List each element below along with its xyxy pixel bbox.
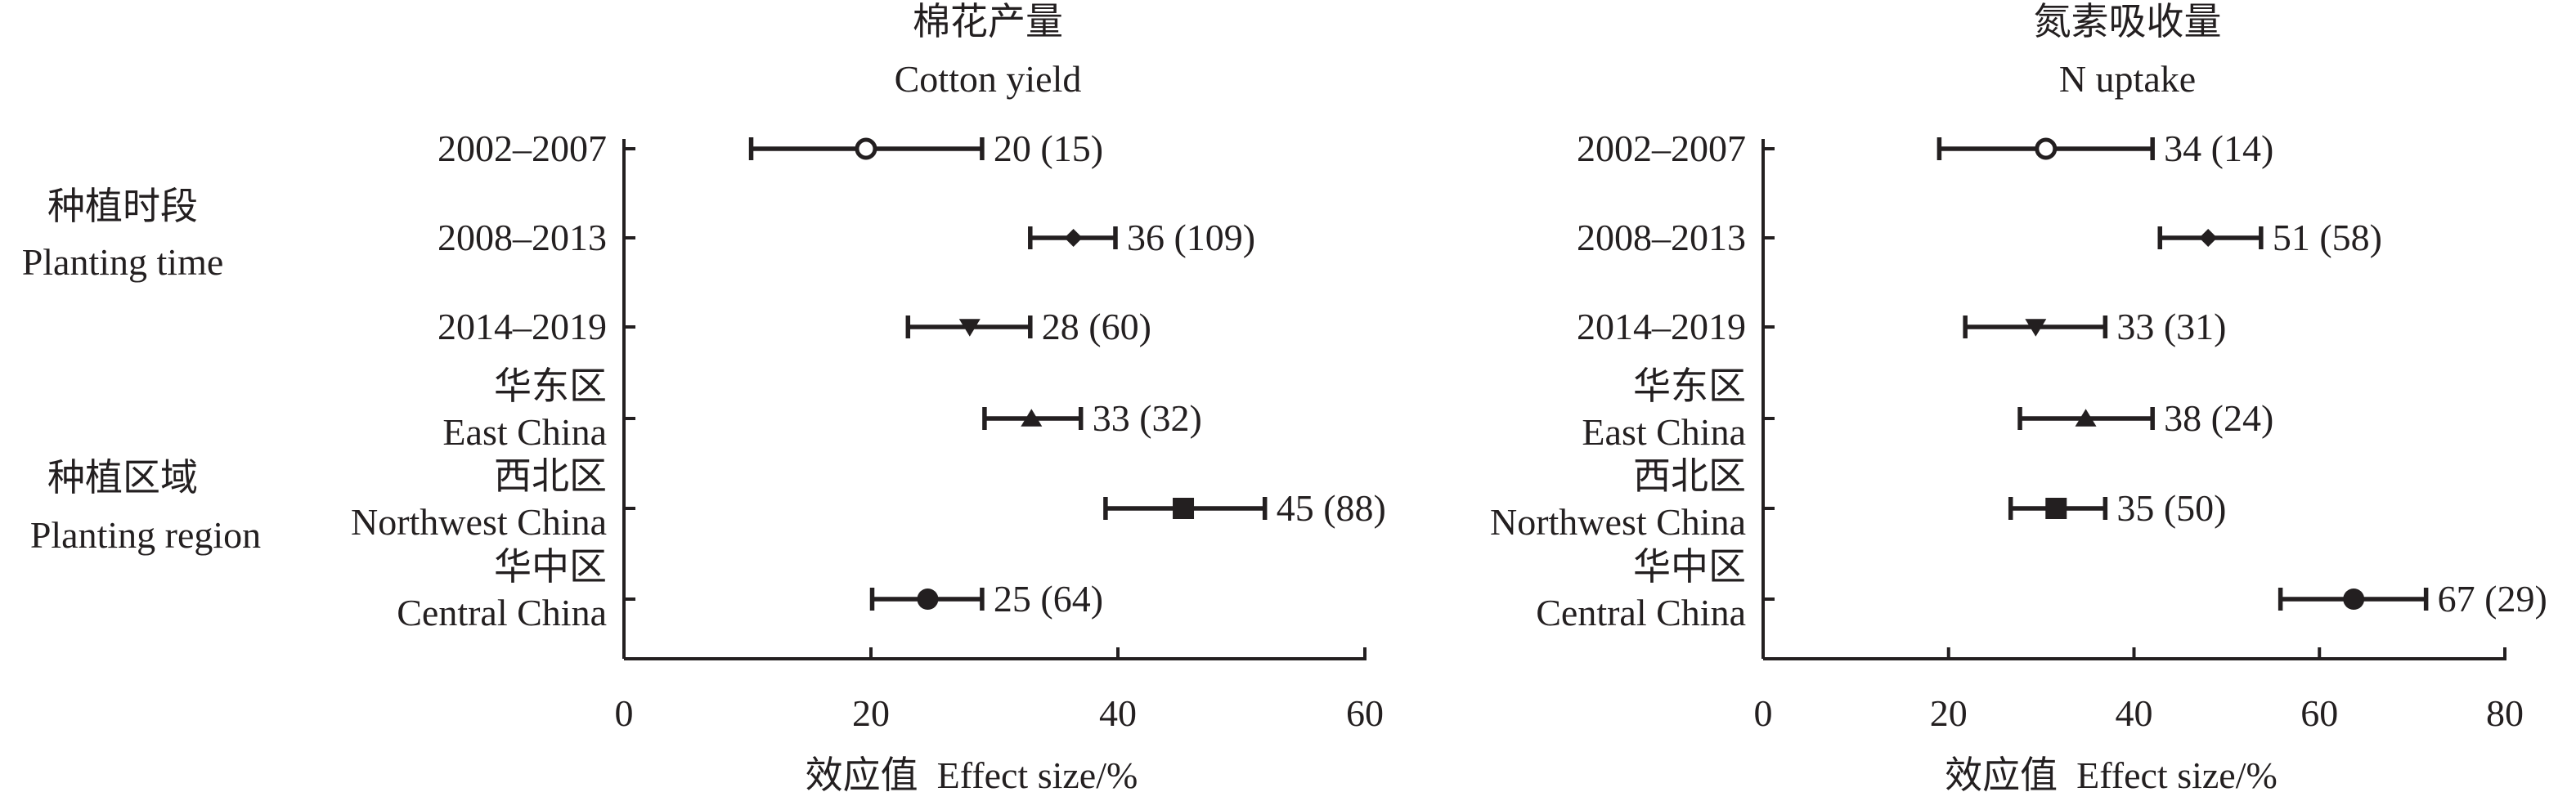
point-estimate-open-circle	[855, 137, 877, 160]
value-label: 36 (109)	[1127, 217, 1255, 258]
point-estimate-diamond	[2199, 229, 2218, 247]
group-label-planting-region: 种植区域 Planting region	[30, 457, 261, 556]
value-label: 33 (32)	[1093, 397, 1202, 439]
point-estimate-open-circle	[2035, 137, 2058, 160]
panel-title-en: Cotton yield	[895, 58, 1082, 100]
value-label: 25 (64)	[994, 578, 1103, 620]
x-tick-label: 0	[615, 692, 634, 734]
row-label-zh: 华东区	[494, 365, 607, 407]
row-label-zh: 西北区	[494, 455, 607, 497]
row-label: 2014–2019	[438, 306, 607, 347]
value-label: 67 (29)	[2438, 578, 2547, 620]
row-label-zh: 华东区	[1633, 365, 1746, 407]
value-label: 33 (31)	[2116, 306, 2226, 347]
value-label: 45 (88)	[1277, 487, 1386, 529]
row-label-en: East China	[442, 411, 607, 453]
row-label: 2014–2019	[1577, 306, 1746, 347]
row-label-zh: 华中区	[1633, 546, 1746, 588]
point-estimate-square	[1173, 498, 1195, 519]
point-estimate-square	[2045, 498, 2067, 519]
x-tick-label: 40	[2116, 692, 2153, 734]
x-tick-label: 60	[2300, 692, 2338, 734]
group-label-planting-time: 种植时段 Planting time	[22, 186, 224, 283]
point-estimate-circle	[2343, 588, 2365, 610]
row-label: 2002–2007	[1577, 128, 1746, 169]
x-tick-label: 60	[1346, 692, 1384, 734]
x-tick-label: 20	[852, 692, 890, 734]
point-estimate-triangle-up	[1021, 409, 1043, 427]
forest-row: 2014–2019 28 (60)	[438, 306, 1151, 347]
forest-row: 2014–2019 33 (31)	[1577, 306, 2226, 347]
point-estimate-diamond	[1064, 229, 1083, 247]
forest-row: 2002–2007 34 (14)	[1577, 128, 2273, 169]
value-label: 20 (15)	[994, 128, 1103, 169]
row-label-en: Central China	[397, 592, 607, 633]
row-label-zh: 华中区	[494, 546, 607, 588]
point-estimate-triangle-down	[2025, 319, 2047, 337]
row-label-zh: 西北区	[1633, 455, 1746, 497]
group-label-planting-time-zh: 种植时段	[47, 186, 198, 227]
row-label: 2002–2007	[438, 128, 607, 169]
value-label: 51 (58)	[2273, 217, 2382, 258]
panel-cotton-yield: 棉花产量 Cotton yield 0 20 40 60 效应值 Effect size/%…	[351, 1, 1386, 796]
x-tick-label: 0	[1754, 692, 1773, 734]
point-estimate-circle	[917, 588, 939, 610]
row-label: 2008–2013	[438, 217, 607, 258]
x-tick-label: 80	[2486, 692, 2524, 734]
panel-n-uptake: 氮素吸收量 N uptake 0 20 40 60 80 效应值 Effect size/% 2…	[1490, 1, 2547, 796]
row-label-en: Northwest China	[351, 501, 607, 543]
value-label: 28 (60)	[1042, 306, 1151, 347]
row-label-en: East China	[1582, 411, 1746, 453]
forest-row: 2008–2013 51 (58)	[1577, 217, 2382, 258]
point-estimate-triangle-up	[2075, 409, 2097, 427]
x-tick-label: 40	[1099, 692, 1137, 734]
value-label: 35 (50)	[2116, 487, 2226, 529]
panel-title-en: N uptake	[2059, 58, 2196, 100]
value-label: 34 (14)	[2164, 128, 2273, 169]
x-tick-label: 20	[1930, 692, 1968, 734]
x-axis-label: 效应值 Effect size/%	[806, 754, 1138, 796]
panel-title-zh: 氮素吸收量	[2034, 1, 2222, 43]
panel-title-zh: 棉花产量	[913, 1, 1063, 43]
value-label: 38 (24)	[2164, 397, 2273, 439]
group-label-planting-time-en: Planting time	[22, 241, 224, 283]
group-label-planting-region-en: Planting region	[30, 514, 261, 556]
row-label-en: Central China	[1536, 592, 1746, 633]
row-label: 2008–2013	[1577, 217, 1746, 258]
forest-row: 2008–2013 36 (109)	[438, 217, 1255, 258]
group-label-planting-region-zh: 种植区域	[47, 457, 198, 499]
row-label-en: Northwest China	[1490, 501, 1746, 543]
forest-row: 2002–2007 20 (15)	[438, 128, 1103, 169]
point-estimate-triangle-down	[958, 319, 981, 337]
x-axis-label: 效应值 Effect size/%	[1945, 754, 2278, 796]
